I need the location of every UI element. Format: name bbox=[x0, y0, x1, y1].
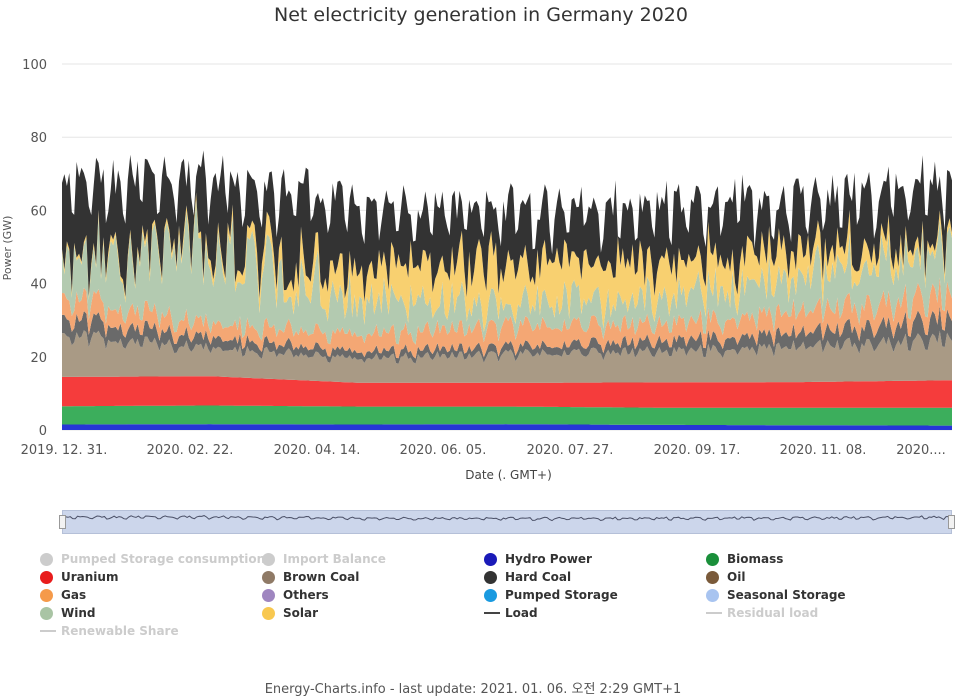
legend-label: Solar bbox=[283, 606, 319, 620]
legend-line-icon bbox=[484, 612, 500, 614]
navigator-series bbox=[63, 515, 951, 522]
area-hydro-power[interactable] bbox=[62, 424, 952, 430]
x-tick-label: 2020. 07. 27. bbox=[527, 443, 614, 458]
legend-item-solar[interactable]: Solar bbox=[262, 604, 318, 622]
legend-label: Oil bbox=[727, 570, 746, 584]
legend-item-gas[interactable]: Gas bbox=[40, 586, 86, 604]
legend-item-uranium[interactable]: Uranium bbox=[40, 568, 118, 586]
legend-dot-icon bbox=[262, 552, 275, 566]
legend-item-seasonal-storage[interactable]: Seasonal Storage bbox=[706, 586, 846, 604]
legend-dot-icon bbox=[706, 552, 719, 566]
legend-item-load[interactable]: Load bbox=[484, 604, 538, 622]
area-load[interactable] bbox=[62, 150, 952, 302]
legend-label: Load bbox=[505, 606, 538, 620]
legend-item-pumped-storage-consumption[interactable]: Pumped Storage consumption bbox=[40, 550, 265, 568]
legend-dot-icon bbox=[484, 552, 497, 566]
legend-item-biomass[interactable]: Biomass bbox=[706, 550, 783, 568]
area-brown-coal[interactable] bbox=[62, 330, 952, 383]
y-tick-label: 0 bbox=[39, 424, 47, 439]
area-solar[interactable] bbox=[62, 192, 952, 332]
area-gas[interactable] bbox=[62, 277, 952, 359]
legend-label: Gas bbox=[61, 588, 87, 602]
legend-item-brown-coal[interactable]: Brown Coal bbox=[262, 568, 359, 586]
y-axis-title: Power (GW) bbox=[1, 216, 14, 281]
range-navigator[interactable] bbox=[59, 510, 955, 534]
legend-dot-icon bbox=[262, 570, 275, 584]
legend-label: Hydro Power bbox=[505, 552, 592, 566]
legend-dot-icon bbox=[262, 606, 275, 620]
x-axis-title: Date (. GMT+) bbox=[465, 468, 552, 482]
legend-label: Biomass bbox=[727, 552, 784, 566]
x-tick-label: 2020. 04. 14. bbox=[274, 443, 361, 458]
navigator-right-handle[interactable] bbox=[948, 515, 955, 529]
legend-label: Uranium bbox=[61, 570, 119, 584]
x-tick-label: 2019. 12. 31. bbox=[21, 443, 108, 458]
y-tick-label: 40 bbox=[30, 278, 47, 293]
legend-item-wind[interactable]: Wind bbox=[40, 604, 95, 622]
legend-dot-icon bbox=[706, 570, 719, 584]
area-uranium[interactable] bbox=[62, 376, 952, 408]
x-tick-label: 2020. 09. 17. bbox=[654, 443, 741, 458]
legend-label: Renewable Share bbox=[61, 624, 179, 638]
legend-dot-icon bbox=[40, 552, 53, 566]
legend-line-icon bbox=[40, 630, 56, 632]
legend-item-others[interactable]: Others bbox=[262, 586, 329, 604]
legend-dot-icon bbox=[484, 588, 497, 602]
legend-item-hydro-power[interactable]: Hydro Power bbox=[484, 550, 592, 568]
legend-dot-icon bbox=[40, 570, 53, 584]
x-tick-label: 2020. 11. 08. bbox=[780, 443, 867, 458]
legend-dot-icon bbox=[706, 588, 719, 602]
chart-title: Net electricity generation in Germany 20… bbox=[274, 4, 688, 26]
x-tick-label: 2020. 06. 05. bbox=[400, 443, 487, 458]
legend-item-import-balance[interactable]: Import Balance bbox=[262, 550, 386, 568]
legend-item-pumped-storage[interactable]: Pumped Storage bbox=[484, 586, 618, 604]
footer-update-text: Energy-Charts.info - last update: 2021. … bbox=[264, 682, 682, 697]
area-wind[interactable] bbox=[62, 199, 952, 345]
legend-item-renewable-share[interactable]: Renewable Share bbox=[40, 622, 179, 640]
legend-label: Import Balance bbox=[283, 552, 386, 566]
legend-line-icon bbox=[706, 612, 722, 614]
legend-label: Pumped Storage bbox=[505, 588, 618, 602]
y-tick-label: 60 bbox=[30, 204, 47, 219]
legend-label: Seasonal Storage bbox=[727, 588, 846, 602]
legend-label: Brown Coal bbox=[283, 570, 360, 584]
navigator-line bbox=[63, 515, 951, 522]
y-axis-ticks: 0 20 40 60 80 100 bbox=[22, 58, 47, 439]
legend-label: Pumped Storage consumption bbox=[61, 552, 266, 566]
x-tick-label: 2020.... bbox=[896, 443, 946, 458]
x-tick-label: 2020. 02. 22. bbox=[147, 443, 234, 458]
area-hard-coal[interactable] bbox=[62, 306, 952, 364]
legend-dot-icon bbox=[40, 588, 53, 602]
area-biomass[interactable] bbox=[62, 405, 952, 426]
legend-dot-icon bbox=[40, 606, 53, 620]
x-axis-ticks: 2019. 12. 31. 2020. 02. 22. 2020. 04. 14. 2… bbox=[21, 443, 946, 458]
stacked-areas[interactable] bbox=[62, 150, 952, 430]
legend-label: Wind bbox=[61, 606, 96, 620]
legend-dot-icon bbox=[484, 570, 497, 584]
y-tick-label: 20 bbox=[30, 351, 47, 366]
navigator-left-handle[interactable] bbox=[59, 515, 66, 529]
legend-label: Others bbox=[283, 588, 329, 602]
legend-item-residual-load[interactable]: Residual load bbox=[706, 604, 818, 622]
legend-item-oil[interactable]: Oil bbox=[706, 568, 745, 586]
legend-item-hard-coal[interactable]: Hard Coal bbox=[484, 568, 571, 586]
legend-label: Residual load bbox=[727, 606, 819, 620]
legend-label: Hard Coal bbox=[505, 570, 572, 584]
legend-dot-icon bbox=[262, 588, 275, 602]
y-tick-label: 100 bbox=[22, 58, 47, 73]
y-tick-label: 80 bbox=[30, 131, 47, 146]
